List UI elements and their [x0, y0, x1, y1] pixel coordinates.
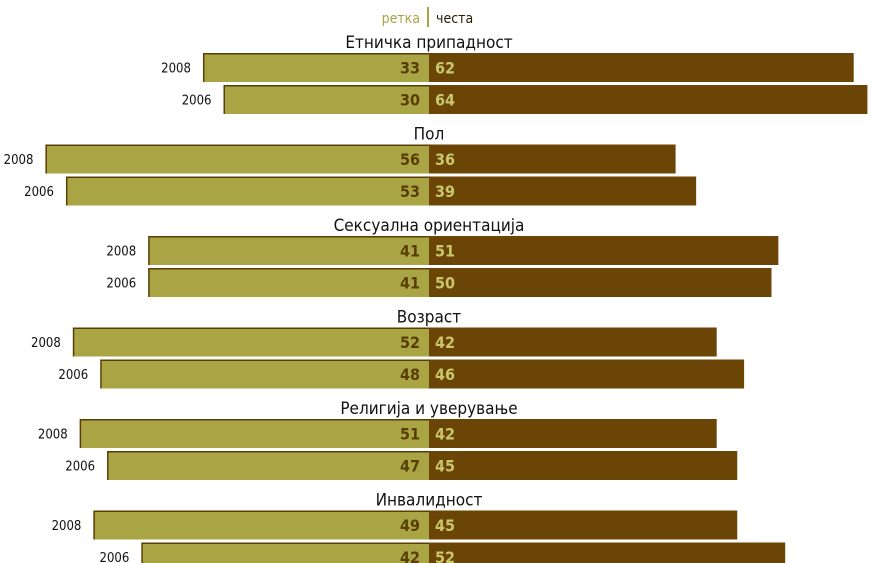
bar-left: [67, 178, 429, 206]
bar-left: [81, 420, 430, 448]
category-group: Возраст 2008 52 42 2006 48 46: [31, 308, 745, 389]
bar-right: [429, 419, 717, 448]
bar-right: [429, 451, 738, 480]
data-label-left: 48: [400, 365, 420, 384]
year-label: 2008: [106, 245, 136, 260]
bar-left: [149, 237, 429, 265]
year-label: 2008: [31, 336, 61, 351]
data-label-right: 45: [435, 457, 455, 476]
bar-right: [429, 542, 786, 563]
bar-left: [101, 361, 429, 389]
data-label-left: 47: [400, 457, 420, 476]
bar-left: [204, 54, 429, 82]
bar-right: [429, 327, 717, 357]
data-label-left: 52: [400, 333, 420, 352]
bar-left: [225, 86, 429, 114]
data-label-right: 42: [435, 425, 455, 444]
data-label-right: 64: [435, 91, 455, 110]
year-label: 2006: [106, 277, 136, 292]
data-label-left: 42: [400, 548, 420, 563]
year-label: 2008: [161, 62, 191, 77]
bar-right: [429, 85, 868, 114]
bar-right: [429, 236, 779, 265]
year-label: 2006: [100, 551, 130, 563]
category-group: Етничка припадност 2008 33 62 2006 30 64: [161, 33, 868, 114]
data-label-left: 33: [400, 59, 420, 78]
data-label-left: 51: [400, 425, 420, 444]
bar-right: [429, 144, 676, 174]
data-label-right: 50: [435, 274, 455, 293]
category-title: Сексуална ориентација: [334, 216, 525, 236]
bar-left: [74, 329, 430, 357]
category-group: Религија и уверување 2008 51 42 2006 47 45: [38, 399, 738, 480]
data-label-right: 46: [435, 365, 455, 384]
data-label-left: 53: [400, 182, 420, 201]
chart-groups: Етничка припадност 2008 33 62 2006 30 64 Пол 200…: [4, 33, 868, 563]
bar-left: [149, 269, 429, 297]
category-title: Возраст: [397, 308, 461, 328]
year-label: 2006: [65, 460, 95, 475]
bar-left: [142, 544, 430, 563]
year-label: 2006: [58, 368, 88, 383]
category-title: Пол: [414, 125, 445, 145]
data-label-right: 51: [435, 242, 455, 261]
year-label: 2006: [182, 94, 212, 109]
bar-right: [429, 176, 697, 206]
bar-left: [108, 452, 430, 480]
category-group: Сексуална ориентација 2008 41 51 2006 41 50: [106, 216, 779, 297]
data-label-left: 56: [400, 150, 420, 169]
data-label-right: 62: [435, 59, 455, 78]
data-label-left: 41: [400, 274, 420, 293]
category-title: Етничка припадност: [345, 33, 512, 53]
category-group: Пол 2008 56 36 2006 53 39: [4, 125, 697, 206]
data-label-right: 52: [435, 548, 455, 563]
legend-left-label: ретка: [382, 11, 420, 27]
bar-right: [429, 359, 745, 389]
data-label-right: 45: [435, 516, 455, 535]
data-label-left: 41: [400, 242, 420, 261]
data-label-right: 39: [435, 182, 455, 201]
data-label-left: 30: [400, 91, 420, 110]
bar-right: [429, 510, 738, 540]
bar-right: [429, 268, 772, 297]
legend-right-label: честа: [436, 11, 473, 27]
year-label: 2008: [52, 519, 82, 534]
data-label-right: 42: [435, 333, 455, 352]
category-title: Религија и уверување: [340, 399, 517, 419]
bar-left: [46, 146, 430, 174]
year-label: 2008: [4, 153, 34, 168]
year-label: 2006: [24, 185, 54, 200]
year-label: 2008: [38, 428, 68, 443]
data-label-left: 49: [400, 516, 420, 535]
category-group: Инвалидност 2008 49 45 2006 42 52: [52, 491, 786, 563]
bar-left: [94, 512, 429, 540]
data-label-right: 36: [435, 150, 455, 169]
category-title: Инвалидност: [376, 491, 483, 511]
bar-right: [429, 53, 854, 82]
